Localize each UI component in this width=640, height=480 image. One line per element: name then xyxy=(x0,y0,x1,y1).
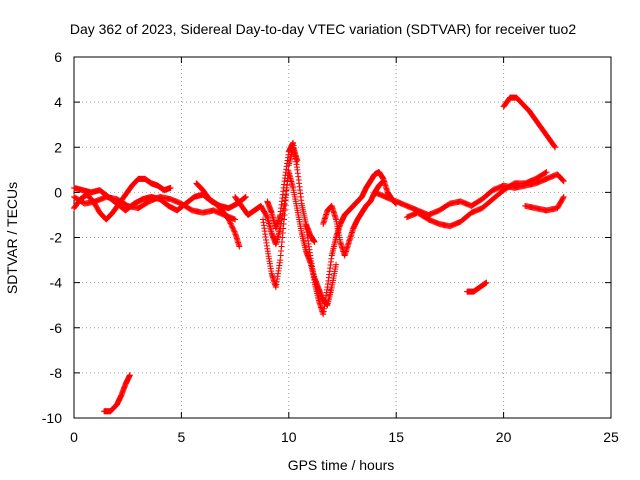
x-axis-title: GPS time / hours xyxy=(288,457,395,473)
data-point xyxy=(126,372,133,379)
y-tick-labels: -10 -8 -6 -4 -2 0 2 4 6 xyxy=(42,49,62,426)
data-point xyxy=(559,176,566,183)
x-tick-label: 5 xyxy=(178,429,186,445)
x-tick-label: 0 xyxy=(70,429,78,445)
data-point xyxy=(231,228,238,235)
series-arc-3 xyxy=(71,193,239,223)
x-tick-label: 15 xyxy=(388,429,404,445)
data-point xyxy=(230,227,237,234)
y-tick-label: -4 xyxy=(50,275,63,291)
data-point xyxy=(483,279,490,286)
series-arc-12 xyxy=(522,193,567,214)
x-tick-label: 10 xyxy=(281,429,297,445)
data-point xyxy=(560,193,567,200)
data-point xyxy=(227,220,234,227)
series-arc-7 xyxy=(264,139,318,246)
data-point xyxy=(311,239,318,246)
y-tick-label: -10 xyxy=(42,410,62,426)
data-point xyxy=(263,213,270,220)
y-tick-label: 0 xyxy=(54,184,62,200)
y-tick-label: 2 xyxy=(54,139,62,155)
data-point xyxy=(226,219,233,226)
data-point xyxy=(560,178,567,185)
y-tick-label: -6 xyxy=(50,320,63,336)
grid-lines xyxy=(74,57,611,418)
series-arc-10 xyxy=(371,171,567,218)
data-point xyxy=(228,223,235,230)
data-point xyxy=(232,216,239,223)
chart-title: Day 362 of 2023, Sidereal Day-to-day VTE… xyxy=(70,21,577,37)
x-tick-label: 20 xyxy=(496,429,512,445)
data-point xyxy=(167,184,174,191)
data-point xyxy=(560,195,567,202)
data-point xyxy=(542,169,549,176)
y-tick-label: 6 xyxy=(54,49,62,65)
data-point xyxy=(543,169,550,176)
data-point xyxy=(560,177,567,184)
y-tick-label: -8 xyxy=(50,365,63,381)
series-arc-15 xyxy=(101,372,133,415)
data-point xyxy=(333,261,340,268)
series-arc-9 xyxy=(320,178,387,259)
data-point xyxy=(241,194,248,201)
data-point xyxy=(229,224,236,231)
series-arc-13 xyxy=(500,94,559,151)
data-point xyxy=(551,143,558,150)
data-point xyxy=(552,144,559,151)
series-arc-4 xyxy=(193,180,243,250)
series-arc-14 xyxy=(464,279,490,295)
data-series xyxy=(71,94,567,415)
y-tick-label: -2 xyxy=(50,230,63,246)
y-axis-title: SDTVAR / TECUs xyxy=(4,182,20,294)
data-point xyxy=(225,216,232,223)
data-point xyxy=(242,193,249,200)
series-arc-8 xyxy=(302,169,400,318)
data-point xyxy=(380,178,387,185)
data-point xyxy=(226,217,233,224)
series-arc-11 xyxy=(403,169,550,230)
data-point xyxy=(228,221,235,228)
data-point xyxy=(236,243,243,250)
x-tick-label: 25 xyxy=(603,429,619,445)
x-tick-labels: 0 5 10 15 20 25 xyxy=(70,429,619,445)
data-point xyxy=(230,225,237,232)
y-tick-label: 4 xyxy=(54,94,62,110)
axis-ticks xyxy=(73,56,612,419)
